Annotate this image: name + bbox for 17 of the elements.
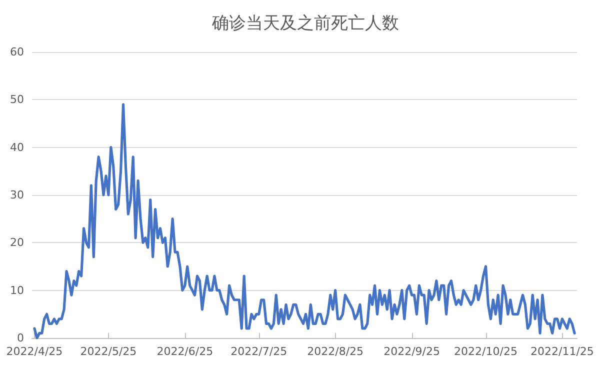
x-tick-label: 2022/9/25 [384, 345, 440, 358]
y-tick-label: 40 [10, 140, 24, 154]
y-tick-label: 20 [10, 236, 24, 250]
line-series [33, 103, 576, 340]
x-tick-label: 2022/8/25 [307, 345, 364, 358]
x-tick-label: 2022/4/25 [6, 345, 63, 358]
x-tick-label: 2022/11/25 [530, 345, 594, 358]
x-tick-label: 2022/5/25 [80, 345, 137, 358]
y-tick-label: 30 [10, 188, 24, 202]
x-tick-label: 2022/10/25 [454, 345, 518, 358]
y-tick-label: 50 [10, 93, 24, 106]
chart-title: 确诊当天及之前死亡人数 [211, 14, 399, 34]
y-tick-label: 0 [17, 332, 24, 344]
x-tick-label: 2022/7/25 [230, 345, 288, 358]
y-tick-label: 10 [10, 284, 24, 297]
x-tick-label: 2022/6/25 [156, 345, 214, 358]
y-tick-label: 60 [10, 46, 24, 58]
